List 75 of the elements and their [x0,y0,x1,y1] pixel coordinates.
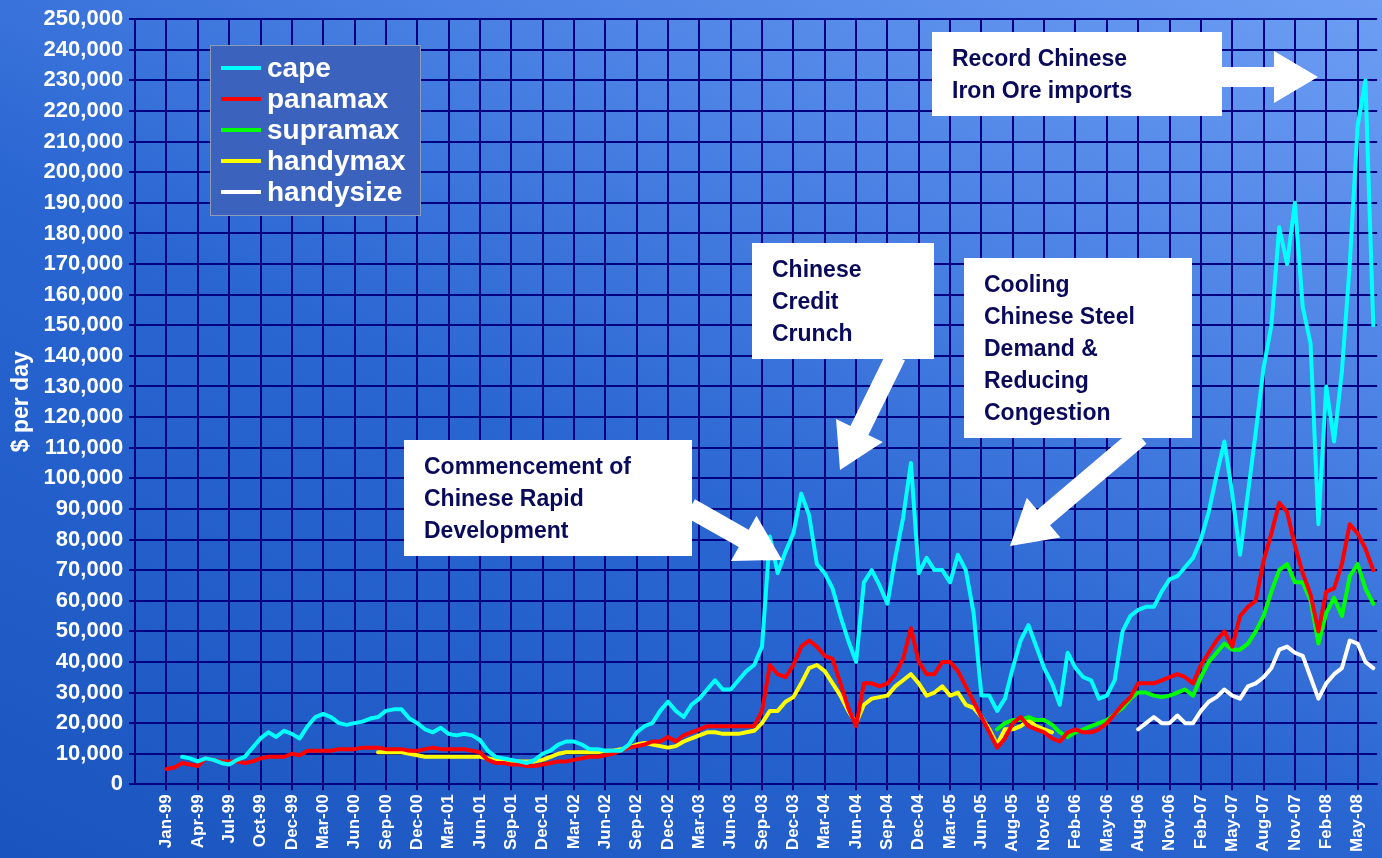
x-tick-label: Dec-03 [783,794,803,851]
x-tick-label: Aug-05 [1002,794,1022,852]
y-tick-label: 140,000 [43,341,124,367]
legend-label: supramax [267,114,400,145]
x-tick-label: Dec-04 [908,793,928,851]
y-tick-label: 240,000 [43,35,124,61]
x-tick-label: May-06 [1096,794,1116,852]
y-tick-label: 210,000 [43,127,124,153]
x-tick-label: Jun-04 [845,793,865,850]
x-tick-label: Mar-05 [939,794,959,850]
x-tick-label: Sep-00 [375,794,395,851]
y-tick-label: 80,000 [55,525,124,551]
y-tick-label: 40,000 [55,648,124,673]
x-tick-label: Nov-05 [1033,794,1053,852]
y-tick-label: 20,000 [55,709,124,735]
y-tick-label: 120,000 [43,403,124,429]
x-tick-label: Mar-04 [814,793,834,850]
x-tick-label: Jun-01 [469,794,489,850]
x-tick-label: Mar-00 [312,794,332,850]
legend-label: handysize [267,176,403,207]
callout-box: Record Chinese Iron Ore imports [932,32,1222,116]
legend-label: panamax [267,83,389,114]
y-tick-label: 0 [110,770,124,796]
x-tick-label: Dec-02 [657,794,677,851]
x-tick-label: Sep-01 [500,794,520,851]
legend-label: cape [267,52,331,83]
y-tick-label: 130,000 [43,372,124,398]
x-tick-label: Jun-05 [971,794,991,850]
y-tick-label: 250,000 [43,5,124,31]
x-tick-label: Mar-01 [438,794,458,850]
x-tick-label: Sep-04 [877,793,897,851]
x-tick-label: Jan-99 [156,794,176,849]
y-tick-label: 10,000 [55,739,124,765]
x-tick-label: Mar-03 [689,794,709,850]
x-tick-label: Mar-02 [563,794,583,850]
y-tick-label: 160,000 [43,280,124,306]
y-tick-label: 170,000 [43,250,124,276]
y-tick-label: 90,000 [55,494,124,520]
x-tick-label: Sep-02 [626,794,646,851]
y-tick-label: 100,000 [43,464,124,490]
x-tick-label: Nov-07 [1284,794,1304,852]
x-tick-label: Feb-06 [1065,794,1085,850]
y-tick-label: 200,000 [43,158,124,184]
x-tick-label: May-08 [1347,794,1367,852]
y-tick-label: 230,000 [43,66,124,92]
y-tick-label: 150,000 [43,311,124,337]
x-tick-label: Feb-07 [1190,794,1210,850]
y-axis-title: $ per day [7,351,34,453]
callout-box: Chinese Credit Crunch [752,243,934,359]
y-tick-label: 50,000 [55,617,124,643]
x-tick-label: Jun-03 [720,794,740,850]
y-tick-label: 70,000 [55,556,124,582]
x-tick-label: Sep-03 [751,794,771,851]
x-tick-label: Dec-00 [406,794,426,851]
x-tick-label: Dec-01 [532,794,552,851]
y-tick-label: 30,000 [55,678,124,704]
x-tick-label: Dec-99 [281,794,301,851]
legend-label: handymax [267,145,406,176]
x-tick-label: Apr-99 [187,794,207,849]
callout-box: Cooling Chinese Steel Demand & Reducing Congestion [964,258,1192,438]
x-tick-label: Jul-99 [218,794,238,844]
x-tick-label: Oct-99 [250,794,270,848]
x-tick-label: May-07 [1221,794,1241,852]
y-tick-label: 60,000 [55,586,124,612]
x-tick-label: Jun-02 [594,794,614,850]
y-tick-label: 190,000 [43,188,124,214]
y-tick-label: 220,000 [43,97,124,123]
x-tick-label: Feb-08 [1315,794,1335,850]
y-tick-label: 110,000 [44,433,124,459]
callout-box: Commencement of Chinese Rapid Development [404,440,692,556]
x-tick-label: Aug-07 [1253,794,1273,852]
y-tick-label: 180,000 [43,219,124,245]
x-tick-label: Aug-06 [1127,794,1147,852]
x-tick-label: Jun-00 [344,794,364,850]
x-tick-label: Nov-06 [1159,794,1179,852]
